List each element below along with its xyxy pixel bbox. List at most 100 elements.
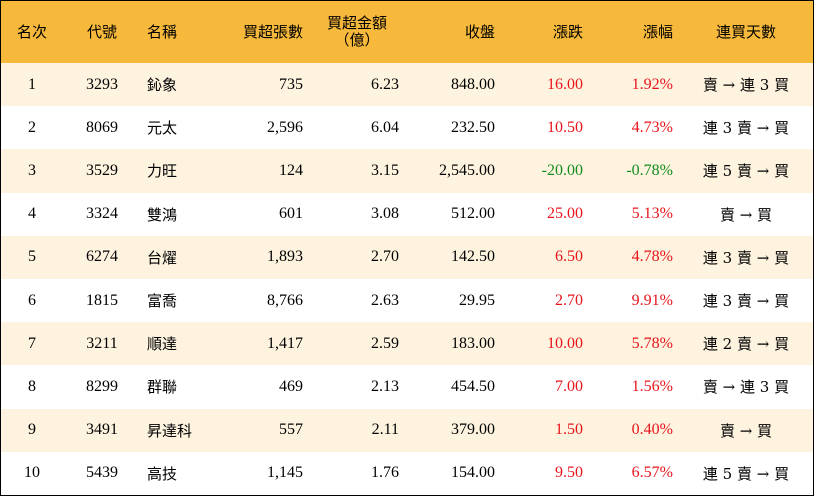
cell-close: 142.50	[451, 248, 495, 266]
cell-change-pct: 0.40%	[631, 421, 673, 439]
cell-net-amount: 1.76	[371, 464, 399, 482]
cell-net-amount: 3.15	[371, 161, 399, 179]
cell-change: 1.50	[555, 421, 583, 439]
cell-net-amount: 6.04	[371, 118, 399, 136]
cell-code: 3211	[86, 334, 118, 352]
cell-close: 379.00	[451, 421, 495, 439]
cell-change-pct: 4.73%	[631, 118, 673, 136]
cell-change: 9.50	[555, 464, 583, 482]
cell-code: 3324	[86, 205, 118, 223]
cell-name: 鈊象	[147, 76, 178, 95]
cell-streak: 賣 → 買	[719, 205, 773, 224]
cell-change: 16.00	[547, 75, 583, 93]
table-row: 6 1815 富喬 8,766 2.63 29.95 2.70 9.91% 連 3 賣 → 買	[1, 278, 813, 323]
cell-streak: 賣 → 連 3 買	[702, 378, 790, 397]
cell-net-lots: 557	[279, 421, 303, 439]
header-streak: 連買天數	[715, 22, 776, 41]
cell-net-lots: 2,596	[267, 118, 303, 136]
cell-net-amount: 3.08	[371, 205, 399, 223]
header-net-amount-unit: （億）	[334, 31, 380, 49]
cell-rank: 5	[28, 248, 36, 266]
cell-change-pct: 5.13%	[631, 205, 673, 223]
cell-net-amount: 6.23	[371, 75, 399, 93]
cell-name: 元太	[147, 119, 178, 138]
cell-streak: 連 3 賣 → 買	[702, 119, 790, 138]
cell-net-amount: 2.13	[371, 377, 399, 395]
cell-close: 154.00	[451, 464, 495, 482]
cell-change-pct: -0.78%	[626, 161, 673, 179]
cell-rank: 4	[28, 205, 36, 223]
cell-name: 群聯	[147, 378, 178, 397]
cell-rank: 8	[28, 377, 36, 395]
cell-name: 力旺	[147, 162, 178, 181]
cell-change-pct: 1.56%	[631, 377, 673, 395]
cell-code: 8069	[86, 118, 118, 136]
cell-name: 順達	[147, 335, 178, 354]
header-net-lots: 買超張數	[242, 22, 303, 41]
table-row: 10 5439 高技 1,145 1.76 154.00 9.50 6.57% 連 5 賣 → …	[1, 451, 813, 495]
cell-close: 183.00	[451, 334, 495, 352]
cell-net-lots: 469	[279, 377, 303, 395]
cell-close: 848.00	[451, 75, 495, 93]
cell-code: 3293	[86, 75, 118, 93]
cell-code: 8299	[86, 377, 118, 395]
cell-net-amount: 2.11	[371, 421, 399, 439]
table-row: 4 3324 雙鴻 601 3.08 512.00 25.00 5.13% 賣 → 買	[1, 192, 813, 236]
cell-close: 232.50	[451, 118, 495, 136]
cell-name: 高技	[147, 464, 178, 483]
cell-name: 富喬	[147, 292, 178, 311]
cell-streak: 連 3 賣 → 買	[702, 292, 790, 311]
cell-change: 2.70	[555, 291, 583, 309]
cell-close: 2,545.00	[439, 161, 495, 179]
cell-net-lots: 124	[279, 161, 303, 179]
cell-rank: 9	[28, 421, 36, 439]
table-row: 1 3293 鈊象 735 6.23 848.00 16.00 1.92% 賣 → 連 3 買	[1, 63, 813, 107]
cell-streak: 連 3 賣 → 買	[702, 248, 790, 267]
cell-net-lots: 1,417	[267, 334, 303, 352]
cell-change-pct: 5.78%	[631, 334, 673, 352]
header-name: 名稱	[147, 22, 178, 41]
table-row: 8 8299 群聯 469 2.13 454.50 7.00 1.56% 賣 → 連 3 買	[1, 365, 813, 409]
table-row: 9 3491 昇達科 557 2.11 379.00 1.50 0.40% 賣 → 買	[1, 408, 813, 452]
cell-change-pct: 1.92%	[631, 75, 673, 93]
cell-net-lots: 735	[279, 75, 303, 93]
cell-change: 7.00	[555, 377, 583, 395]
cell-close: 454.50	[451, 377, 495, 395]
cell-change: 10.50	[547, 118, 583, 136]
header-net-amount-label: 買超金額	[326, 14, 387, 32]
cell-close: 512.00	[451, 205, 495, 223]
cell-rank: 1	[28, 75, 36, 93]
cell-streak: 賣 → 連 3 買	[702, 76, 790, 95]
cell-rank: 7	[28, 334, 36, 352]
cell-change: 10.00	[547, 334, 583, 352]
table-header-row: 名次 代號 名稱 買超張數 買超金額 （億） 收盤 漲跌 漲幅 連買天數	[1, 1, 813, 63]
cell-streak: 連 2 賣 → 買	[702, 335, 790, 354]
cell-change-pct: 4.78%	[631, 248, 673, 266]
cell-net-lots: 8,766	[267, 291, 303, 309]
cell-streak: 連 5 賣 → 買	[702, 464, 790, 483]
cell-rank: 6	[28, 291, 36, 309]
cell-net-amount: 2.63	[371, 291, 399, 309]
cell-code: 1815	[86, 291, 118, 309]
header-change-pct: 漲幅	[642, 22, 673, 41]
cell-change: 25.00	[547, 205, 583, 223]
cell-rank: 2	[28, 118, 36, 136]
cell-change: 6.50	[555, 248, 583, 266]
header-close: 收盤	[464, 22, 495, 41]
table-row: 5 6274 台燿 1,893 2.70 142.50 6.50 4.78% 連 3 賣 → 買	[1, 235, 813, 279]
table-row: 2 8069 元太 2,596 6.04 232.50 10.50 4.73% 連 3 賣 → …	[1, 106, 813, 150]
cell-change-pct: 9.91%	[631, 291, 673, 309]
table-row: 7 3211 順達 1,417 2.59 183.00 10.00 5.78% 連 2 賣 → …	[1, 322, 813, 366]
cell-close: 29.95	[459, 291, 495, 309]
cell-net-lots: 1,893	[267, 248, 303, 266]
cell-code: 3529	[86, 161, 118, 179]
cell-rank: 3	[28, 161, 36, 179]
cell-net-amount: 2.59	[371, 334, 399, 352]
header-net-amount: 買超金額 （億）	[309, 1, 405, 63]
header-change: 漲跌	[552, 22, 583, 41]
cell-net-lots: 601	[279, 205, 303, 223]
cell-change: -20.00	[541, 161, 583, 179]
header-rank: 名次	[16, 22, 47, 41]
cell-rank: 10	[24, 464, 40, 482]
